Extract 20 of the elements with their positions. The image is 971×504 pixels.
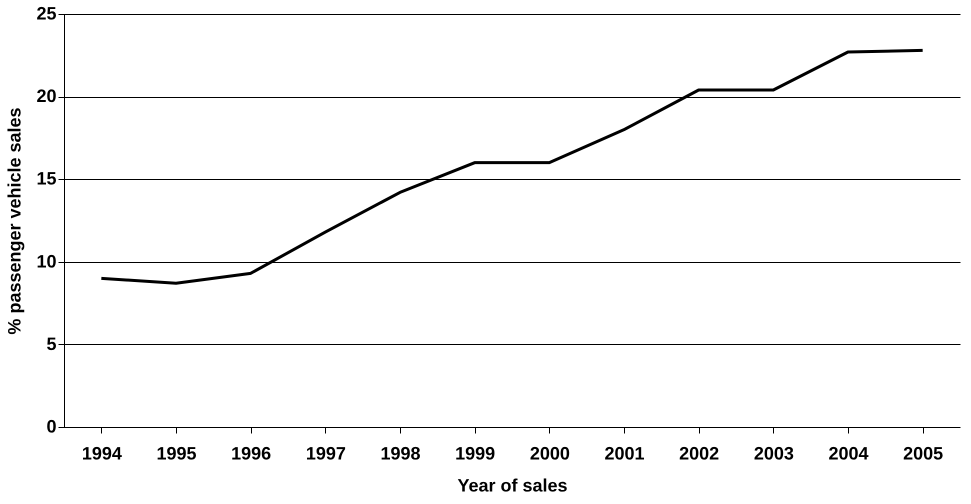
x-tick-label: 1998 <box>380 444 421 464</box>
x-tick-label: 2000 <box>530 444 570 464</box>
y-tick-label: 10 <box>36 251 56 272</box>
x-tick-label: 1999 <box>455 444 496 464</box>
y-tick-label: 25 <box>36 4 56 24</box>
x-tick-label: 1994 <box>82 444 122 464</box>
x-axis-title: Year of sales <box>457 476 568 496</box>
x-tick-label: 2003 <box>754 444 794 464</box>
x-tick-label: 1995 <box>156 444 197 464</box>
y-tick-label: 20 <box>36 86 56 106</box>
x-tick-label: 2004 <box>828 444 869 464</box>
x-tick-label: 2005 <box>903 444 944 464</box>
y-tick-label: 5 <box>46 334 56 354</box>
y-tick-label: 0 <box>46 416 56 436</box>
x-tick-label: 2001 <box>604 444 645 464</box>
y-axis-title: % passenger vehicle sales <box>4 107 24 335</box>
x-tick-label: 1997 <box>306 444 346 464</box>
x-tick-label: 2002 <box>679 444 720 464</box>
x-tick-label: 1996 <box>231 444 272 464</box>
y-tick-label: 15 <box>36 168 56 189</box>
